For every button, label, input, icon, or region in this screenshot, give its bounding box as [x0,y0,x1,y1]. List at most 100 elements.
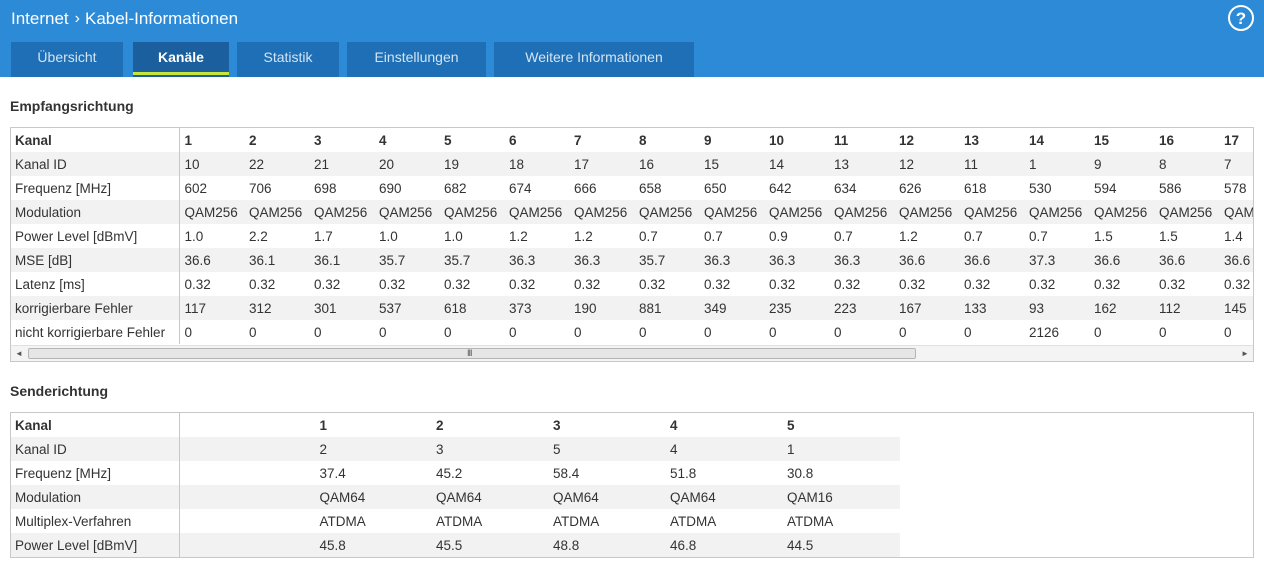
tab-weitere-informationen[interactable]: Weitere Informationen [494,42,694,77]
table-row: Multiplex-Verfahren ATDMA ATDMA ATDMA ATDMA A… [11,509,900,533]
cell-value: 0 [574,324,582,340]
row-label: Latenz [ms] [11,272,180,296]
horizontal-scrollbar[interactable]: ◄ III ► [11,345,1253,361]
cell-value: 145 [1219,296,1253,320]
cell-value: 12 [894,152,959,176]
channel-header: 13 [964,132,980,148]
cell-value: 167 [894,296,959,320]
row-label: korrigierbare Fehler [11,296,180,320]
tab-kanaele[interactable]: Kanäle [133,42,229,77]
cell-value: 8 [1154,152,1219,176]
cell-value: 37.4 [319,465,346,481]
tab-einstellungen[interactable]: Einstellungen [347,42,486,77]
cell-value: QAM256 [1024,200,1089,224]
cell-value: 690 [379,180,402,196]
cell-value: ATDMA [436,513,483,529]
cell-value: 0.32 [1224,276,1251,292]
cell-value: 1.2 [899,228,918,244]
cell-value: 682 [444,180,467,196]
cell-value: QAM256 [569,200,634,224]
cell-value: 5 [549,437,666,461]
cell-value: ATDMA [319,513,366,529]
table-row: Latenz [ms] 0.32 0.32 0.32 0.32 0.32 0.32 0.32 0… [11,272,1253,296]
channel-header: 3 [553,417,561,433]
tab-kanaele-label: Kanäle [158,49,204,65]
cell-value: 594 [1094,180,1117,196]
channel-header: 4 [379,132,387,148]
tab-uebersicht[interactable]: Übersicht [11,42,123,77]
scrollbar-thumb[interactable]: III [28,348,916,359]
table-row: Kanal ID 2 3 5 4 1 [11,437,900,461]
cell-value: 642 [769,180,792,196]
cell-value: 51.8 [670,465,697,481]
tab-statistik[interactable]: Statistik [237,42,339,77]
cell-value: QAM64 [549,485,666,509]
cell-value: 45.5 [432,533,549,557]
channel-header: 16 [1159,132,1175,148]
cell-value: 190 [569,296,634,320]
cell-value: 9 [1089,152,1154,176]
cell-value: QAM256 [894,200,959,224]
cell-value: 349 [699,296,764,320]
cell-value: 0 [639,324,647,340]
cell-value: 10 [179,152,244,176]
cell-value: 650 [704,180,727,196]
cell-value: 0.32 [314,276,341,292]
cell-value: QAM256 [244,200,309,224]
row-label: MSE [dB] [11,248,180,272]
channel-header: 1 [184,132,193,148]
breadcrumb-root[interactable]: Internet [11,9,69,28]
row-label-kanal: Kanal [11,128,180,152]
cell-value: 530 [1029,180,1052,196]
cell-value: 20 [374,152,439,176]
scroll-right-icon[interactable]: ► [1241,349,1249,358]
table-row: Frequenz [MHz] 37.4 45.2 58.4 51.8 30.8 [11,461,900,485]
breadcrumb: Internet › Kabel-Informationen [11,9,238,29]
cell-value: 0.32 [444,276,471,292]
cell-value: 36.6 [894,248,959,272]
row-label: Frequenz [MHz] [11,176,180,200]
channel-header: 2 [249,132,257,148]
cell-value: ATDMA [553,513,600,529]
cell-value: QAM64 [666,485,783,509]
cell-value: 21 [309,152,374,176]
channel-header: 4 [670,417,678,433]
table-header-row: Kanal 1 2 3 4 5 6 7 8 9 10 11 12 13 14 15 16 17 [11,128,1253,152]
row-label: Power Level [dBmV] [11,533,180,557]
cell-value: 36.3 [829,248,894,272]
channel-header: 7 [574,132,582,148]
help-icon[interactable]: ? [1228,5,1254,31]
cell-value: 0 [834,324,842,340]
cell-value: 4 [666,437,783,461]
cell-value: QAM256 [374,200,439,224]
cell-value: 1.0 [444,228,463,244]
cell-value: 45.2 [436,465,463,481]
cell-value: 301 [309,296,374,320]
cell-value: 235 [764,296,829,320]
upstream-table-frame: Kanal 1 2 3 4 5 Kanal ID 2 3 5 4 1 Frequenz [MHz] 37.… [10,412,1254,558]
cell-value: 16 [634,152,699,176]
cell-value: 0.32 [834,276,861,292]
cell-value: 133 [959,296,1024,320]
channel-header: 3 [314,132,322,148]
cell-value: QAM256 [309,200,374,224]
cell-value: 0.32 [379,276,406,292]
cell-value: 11 [959,152,1024,176]
cell-value: 634 [834,180,857,196]
cell-value: 36.3 [504,248,569,272]
scroll-left-icon[interactable]: ◄ [15,349,23,358]
cell-value: 36.6 [179,248,244,272]
cell-value: 117 [179,296,244,320]
row-label: Modulation [11,485,180,509]
page-title: Kabel-Informationen [84,9,239,28]
row-label: Kanal ID [11,152,180,176]
cell-value: 0.9 [769,228,788,244]
cell-value: QAM256 [439,200,504,224]
cell-value: 48.8 [549,533,666,557]
cell-value: 0.32 [704,276,731,292]
cell-value: QAM256 [1219,200,1253,224]
cell-value: 36.3 [569,248,634,272]
cell-value: 0.32 [899,276,926,292]
cell-value: 44.5 [783,533,900,557]
cell-value: 618 [439,296,504,320]
